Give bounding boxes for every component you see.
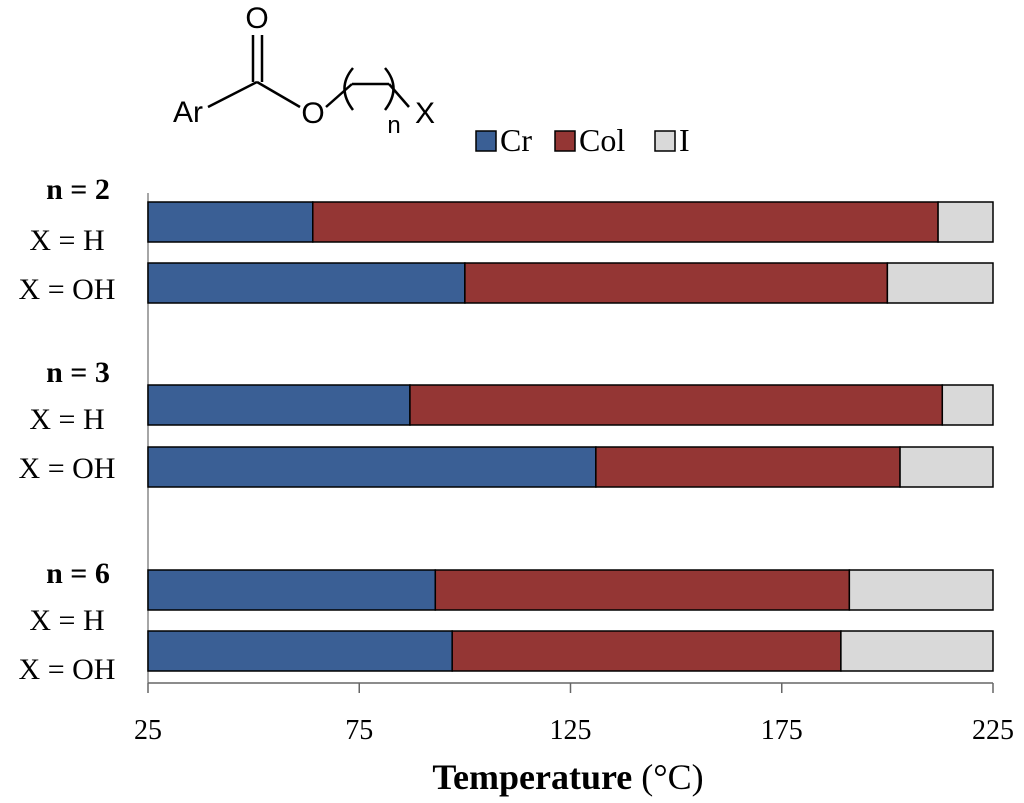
bar-segment-i: [899, 446, 994, 488]
x-tick-label: 225: [972, 715, 1014, 746]
x-tick-label: 175: [761, 715, 803, 746]
bar-segment-i: [941, 384, 994, 426]
bar-segment-i: [886, 262, 994, 304]
carbonyl-o-label: O: [245, 2, 268, 35]
chemical-structure: [207, 35, 410, 111]
bar-segment-i: [840, 630, 994, 672]
row-label: X = H: [29, 224, 104, 257]
x-tick-label: 25: [134, 715, 162, 746]
left-paren: [343, 67, 355, 111]
legend-swatch-cr: [475, 130, 497, 152]
bar-segment-cr: [147, 262, 466, 304]
legend: Cr Col I: [475, 122, 690, 158]
chain-bond-1: [325, 83, 353, 108]
bar-segment-cr: [147, 384, 411, 426]
legend-label-cr: Cr: [500, 122, 532, 158]
bars: [147, 201, 994, 672]
ester-o-label: O: [301, 97, 324, 130]
right-paren: [383, 67, 395, 111]
bar-segment-i: [848, 569, 994, 611]
bar-segment-i: [937, 201, 994, 243]
bar-segment-col: [451, 630, 842, 672]
bar-segment-cr: [147, 201, 314, 243]
ester-bond: [256, 80, 301, 109]
row-label: X = OH: [19, 653, 116, 686]
row-label: X = OH: [19, 452, 116, 485]
row-label: X = H: [29, 604, 104, 637]
group-header: n = 6: [46, 557, 110, 590]
group-header: n = 2: [46, 173, 110, 206]
x-axis-title: Temperature (°C): [432, 757, 703, 797]
bar-segment-col: [312, 201, 939, 243]
x-tick-label: 75: [345, 715, 373, 746]
x-axis-title-main: Temperature: [432, 757, 632, 797]
legend-swatch-i: [654, 130, 676, 152]
bar-segment-col: [434, 569, 851, 611]
x-ticks: 25 75 125 175 225: [134, 683, 1014, 746]
legend-swatch-col: [554, 130, 576, 152]
row-labels: n = 2 X = H X = OH n = 3 X = H X = OH n = 6 X =…: [19, 173, 116, 686]
x-axis-title-unit: (°C): [632, 757, 703, 797]
row-label: X = H: [29, 403, 104, 436]
end-group-label: X: [415, 97, 435, 130]
bar-segment-col: [409, 384, 944, 426]
group-header: n = 3: [46, 356, 110, 389]
row-label: X = OH: [19, 273, 116, 306]
aryl-label: Ar: [173, 96, 203, 129]
bar-segment-cr: [147, 446, 597, 488]
bar-segment-col: [464, 262, 889, 304]
x-tick-label: 125: [550, 715, 592, 746]
legend-label-col: Col: [579, 122, 625, 158]
aryl-bond: [207, 80, 258, 109]
bar-segment-cr: [147, 630, 453, 672]
bar-segment-cr: [147, 569, 437, 611]
legend-label-i: I: [679, 122, 690, 158]
bar-segment-col: [595, 446, 901, 488]
subscript-n-label: n: [387, 112, 400, 139]
